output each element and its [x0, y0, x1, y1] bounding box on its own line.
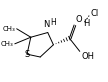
Text: S: S: [24, 50, 30, 59]
Text: H: H: [50, 18, 56, 27]
Text: N: N: [44, 20, 50, 29]
Text: CH₃: CH₃: [3, 26, 16, 32]
Text: OH: OH: [81, 52, 94, 61]
Text: H: H: [83, 19, 90, 28]
Text: Cl: Cl: [90, 9, 98, 18]
Text: CH₃: CH₃: [1, 41, 14, 47]
Text: O: O: [75, 15, 82, 24]
